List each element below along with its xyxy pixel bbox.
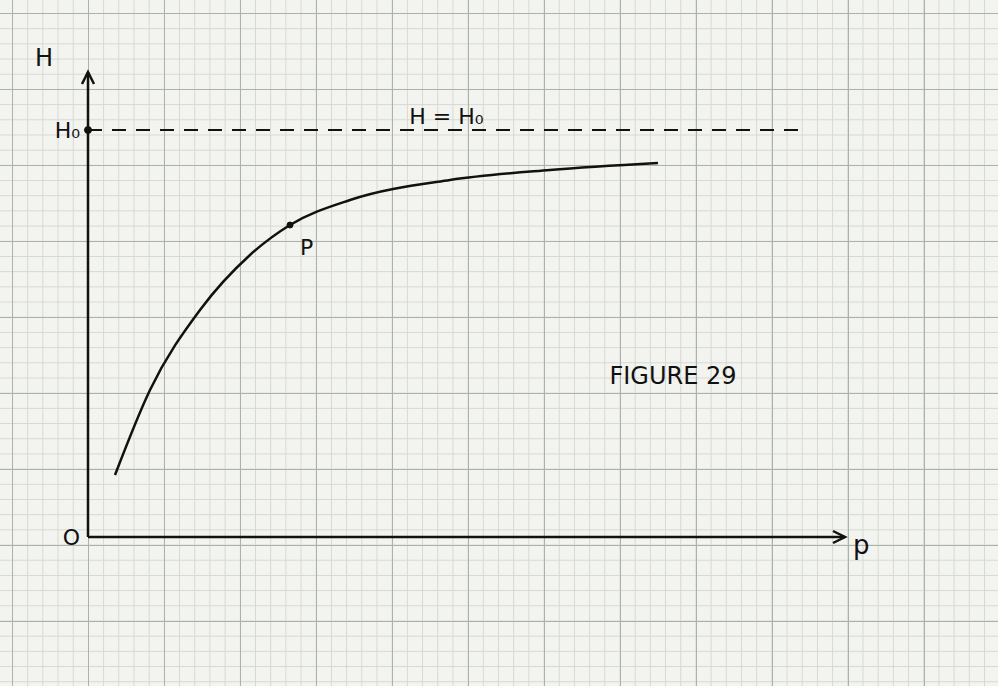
svg-text:H₀: H₀ bbox=[55, 118, 81, 143]
svg-text:P: P bbox=[300, 235, 313, 260]
svg-text:H = H₀: H = H₀ bbox=[409, 104, 484, 129]
svg-text:H: H bbox=[35, 44, 53, 72]
svg-text:FIGURE 29: FIGURE 29 bbox=[609, 362, 736, 390]
svg-text:p: p bbox=[853, 530, 870, 560]
svg-text:O: O bbox=[63, 525, 80, 550]
